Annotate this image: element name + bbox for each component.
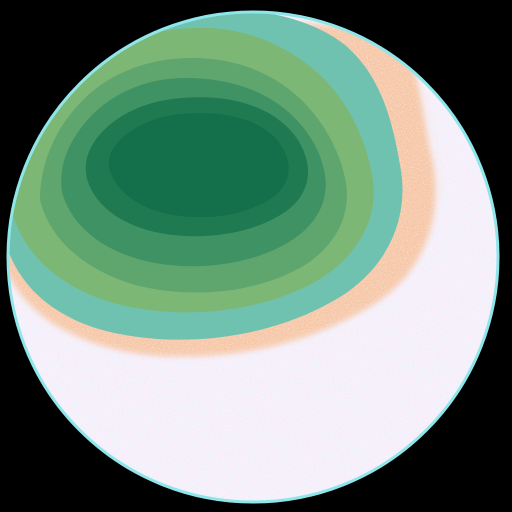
field-rim (6, 10, 500, 504)
green-center-zone (108, 113, 289, 218)
